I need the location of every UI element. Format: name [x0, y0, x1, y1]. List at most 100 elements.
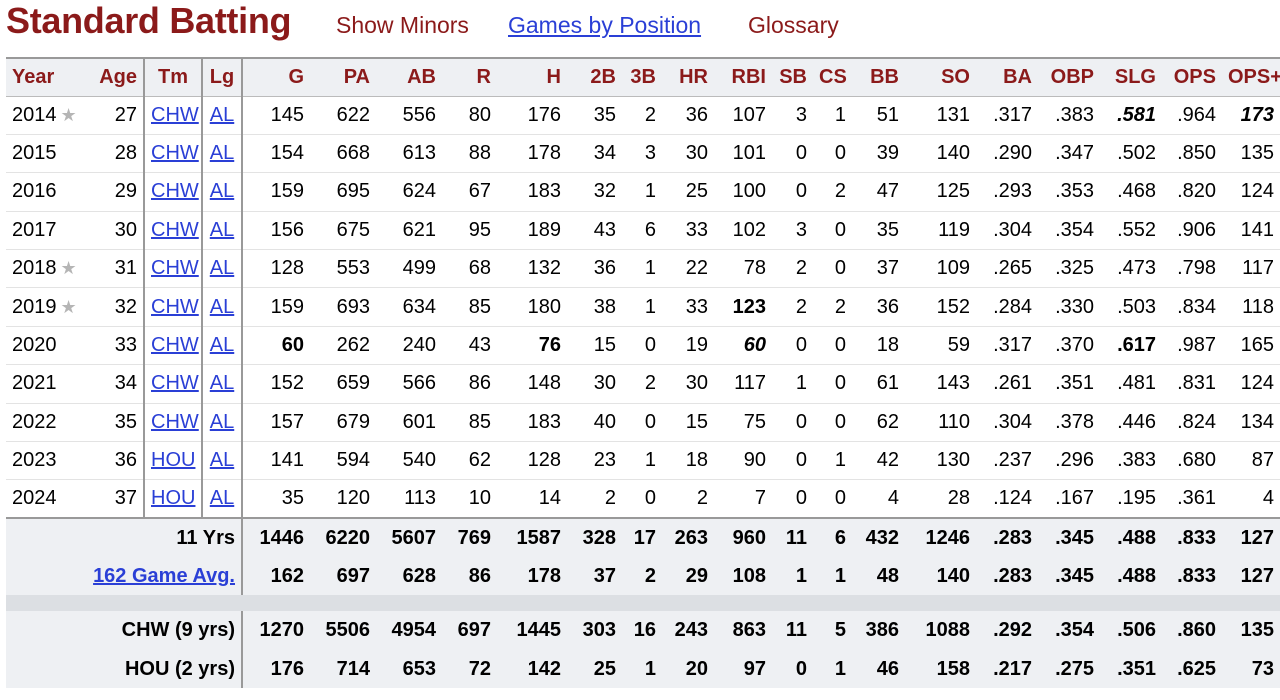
team-cell: CHW	[143, 96, 202, 135]
stat-cell-slg: .552	[1100, 211, 1162, 251]
stat-cell-so: 109	[905, 249, 976, 289]
team-link[interactable]: CHW	[151, 218, 199, 241]
league-link[interactable]: AL	[209, 487, 235, 510]
stat-cell-h: 189	[497, 211, 567, 251]
column-header-h[interactable]: H	[497, 57, 567, 97]
stat-cell-sb: 0	[772, 403, 813, 443]
stat-cell-bb: 37	[852, 249, 905, 289]
total-cell-rbi: 863	[732, 619, 766, 642]
total-cell-opsp: 135	[1240, 619, 1274, 642]
stat-cell-b3: 1	[622, 287, 662, 327]
column-header-obp[interactable]: OBP	[1038, 57, 1100, 97]
column-header-pa[interactable]: PA	[310, 57, 376, 97]
stat-cell-so: 110	[905, 403, 976, 443]
column-header-hr[interactable]: HR	[662, 57, 714, 97]
league-link[interactable]: AL	[209, 103, 235, 126]
league-link[interactable]: AL	[209, 334, 235, 357]
team-link[interactable]: CHW	[151, 372, 199, 395]
stat-cell-ba: .304	[976, 211, 1038, 251]
league-link[interactable]: AL	[209, 410, 235, 433]
column-header-tm[interactable]: Tm	[143, 57, 202, 97]
stat-cell-b3: 1	[622, 441, 662, 481]
age-cell: 31	[86, 249, 144, 289]
league-link[interactable]: AL	[209, 257, 235, 280]
stat-cell-g: 154	[241, 134, 310, 174]
table-row: 2015 28 CHW AL 154 668 613 88 178 34 3 30 101 0 0 39 140…	[6, 134, 1280, 174]
glossary-link[interactable]: Glossary	[748, 12, 839, 38]
column-header-ops-plus[interactable]: OPS+	[1222, 57, 1280, 97]
stat-cell-hr: 25	[662, 172, 714, 212]
stat-cell-b3: 0	[622, 403, 662, 443]
column-header-g[interactable]: G	[241, 57, 310, 97]
total-cell-cs: 1	[834, 657, 846, 680]
team-link[interactable]: CHW	[151, 103, 199, 126]
league-link[interactable]: AL	[209, 449, 235, 472]
league-cell: AL	[201, 249, 242, 289]
column-header-ops[interactable]: OPS	[1162, 57, 1222, 97]
stat-cell-cs: 0	[813, 249, 852, 289]
team-link[interactable]: HOU	[151, 449, 196, 472]
total-cell-rbi: 960	[714, 517, 772, 557]
league-link[interactable]: AL	[209, 372, 235, 395]
total-cell-slg: .506	[1117, 619, 1156, 642]
column-header-sb[interactable]: SB	[772, 57, 813, 97]
column-header-rbi[interactable]: RBI	[714, 57, 772, 97]
stat-cell-so: 143	[905, 364, 976, 404]
year-value: 2018	[12, 257, 57, 280]
column-header-r[interactable]: R	[442, 57, 497, 97]
stat-cell-hr: 2	[662, 479, 714, 519]
total-cell-slg: .488	[1117, 564, 1156, 587]
stat-cell-ba: .265	[976, 249, 1038, 289]
column-header-ba[interactable]: BA	[976, 57, 1038, 97]
stat-cell-obp: .353	[1038, 172, 1100, 212]
column-header-lg[interactable]: Lg	[201, 57, 242, 97]
year-value: 2019	[12, 295, 57, 318]
team-link[interactable]: CHW	[151, 180, 199, 203]
column-header-slg[interactable]: SLG	[1100, 57, 1162, 97]
stat-cell-b2: 35	[567, 96, 622, 135]
stat-cell-g: 145	[241, 96, 310, 135]
column-header-3b[interactable]: 3B	[622, 57, 662, 97]
stat-cell-h: 180	[497, 287, 567, 327]
stat-cell-cs: 1	[813, 96, 852, 135]
total-cell-ops: .833	[1162, 517, 1222, 557]
total-cell-sb: 11	[772, 517, 813, 557]
team-link[interactable]: CHW	[151, 334, 199, 357]
team-link[interactable]: HOU	[151, 487, 196, 510]
stat-cell-rbi: 7	[714, 479, 772, 519]
game-avg-link[interactable]: 162 Game Avg.	[93, 564, 235, 587]
column-header-age[interactable]: Age	[86, 57, 144, 97]
section-header: Standard Batting Show Minors Games by Po…	[0, 0, 1280, 56]
team-link[interactable]: CHW	[151, 295, 199, 318]
league-link[interactable]: AL	[209, 142, 235, 165]
column-header-ab[interactable]: AB	[376, 57, 442, 97]
stat-cell-b3: 3	[622, 134, 662, 174]
age-cell: 35	[86, 403, 144, 443]
column-header-bb[interactable]: BB	[852, 57, 905, 97]
table-row: 2022 35 CHW AL 157 679 601 85 183 40 0 15 75 0 0 62 110.…	[6, 403, 1280, 443]
total-cell-hr: 263	[662, 517, 714, 557]
stat-cell-ab: 613	[376, 134, 442, 174]
league-link[interactable]: AL	[209, 180, 235, 203]
totals-row: 11 Yrs 1446 6220 5607 769 1587 328 17 263 960 11 6 4…	[6, 517, 1280, 557]
column-header-year[interactable]: Year	[6, 57, 86, 97]
team-link[interactable]: CHW	[151, 410, 199, 433]
league-link[interactable]: AL	[209, 295, 235, 318]
team-link[interactable]: CHW	[151, 142, 199, 165]
stat-cell-r: 10	[442, 479, 497, 519]
column-header-cs[interactable]: CS	[813, 57, 852, 97]
standard-batting-table: Year Age Tm Lg G PA AB R H 2B 3B HR RBI SB CS BB SO BA OBP…	[6, 57, 1280, 689]
total-cell-h: 178	[527, 564, 561, 587]
games-by-position-link[interactable]: Games by Position	[508, 12, 702, 38]
total-cell-r: 769	[442, 517, 497, 557]
total-cell-b2: 37	[593, 564, 616, 587]
stat-cell-r: 68	[442, 249, 497, 289]
column-header-so[interactable]: SO	[905, 57, 976, 97]
total-cell-ops: .860	[1177, 619, 1216, 642]
totals-label: CHW (9 yrs)	[121, 619, 235, 642]
show-minors-link[interactable]: Show Minors	[336, 12, 469, 38]
column-header-2b[interactable]: 2B	[567, 57, 622, 97]
league-link[interactable]: AL	[209, 218, 235, 241]
star-icon: ★	[60, 258, 77, 279]
team-link[interactable]: CHW	[151, 257, 199, 280]
